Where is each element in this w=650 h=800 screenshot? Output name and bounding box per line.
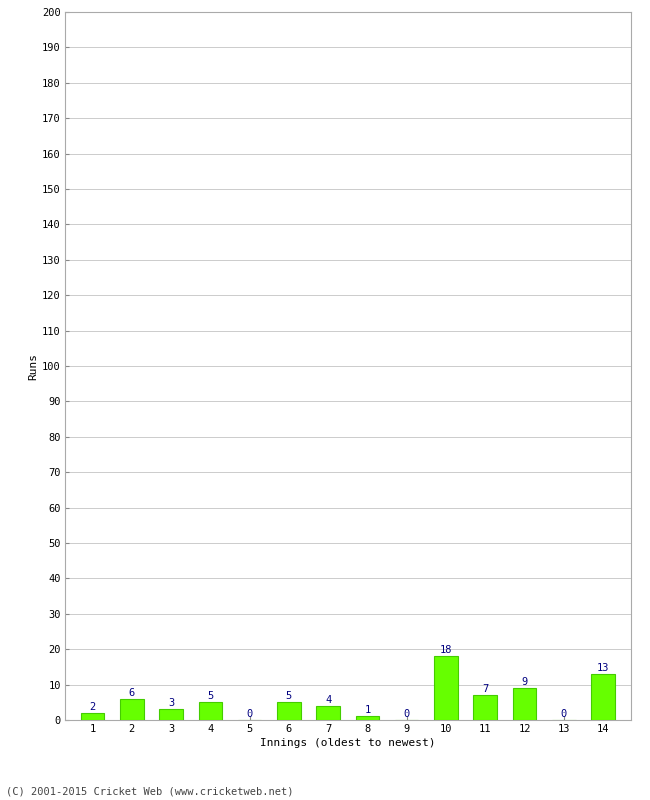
- Bar: [356, 717, 379, 720]
- Bar: [198, 702, 222, 720]
- Bar: [277, 702, 300, 720]
- Text: 6: 6: [129, 688, 135, 698]
- Text: 5: 5: [207, 691, 213, 702]
- Text: 9: 9: [521, 677, 528, 687]
- Text: 1: 1: [364, 706, 370, 715]
- Text: 5: 5: [286, 691, 292, 702]
- Text: 18: 18: [439, 646, 452, 655]
- Text: 0: 0: [404, 709, 410, 719]
- Text: 7: 7: [482, 684, 488, 694]
- Bar: [473, 695, 497, 720]
- Text: 4: 4: [325, 694, 332, 705]
- X-axis label: Innings (oldest to newest): Innings (oldest to newest): [260, 738, 436, 748]
- Text: 3: 3: [168, 698, 174, 708]
- Text: 0: 0: [246, 709, 253, 719]
- Text: (C) 2001-2015 Cricket Web (www.cricketweb.net): (C) 2001-2015 Cricket Web (www.cricketwe…: [6, 786, 294, 796]
- Bar: [317, 706, 340, 720]
- Bar: [120, 698, 144, 720]
- Text: 13: 13: [597, 663, 609, 673]
- Bar: [592, 674, 615, 720]
- Text: 2: 2: [89, 702, 96, 712]
- Bar: [513, 688, 536, 720]
- Y-axis label: Runs: Runs: [28, 353, 38, 379]
- Bar: [159, 710, 183, 720]
- Bar: [434, 656, 458, 720]
- Bar: [81, 713, 104, 720]
- Text: 0: 0: [560, 709, 567, 719]
